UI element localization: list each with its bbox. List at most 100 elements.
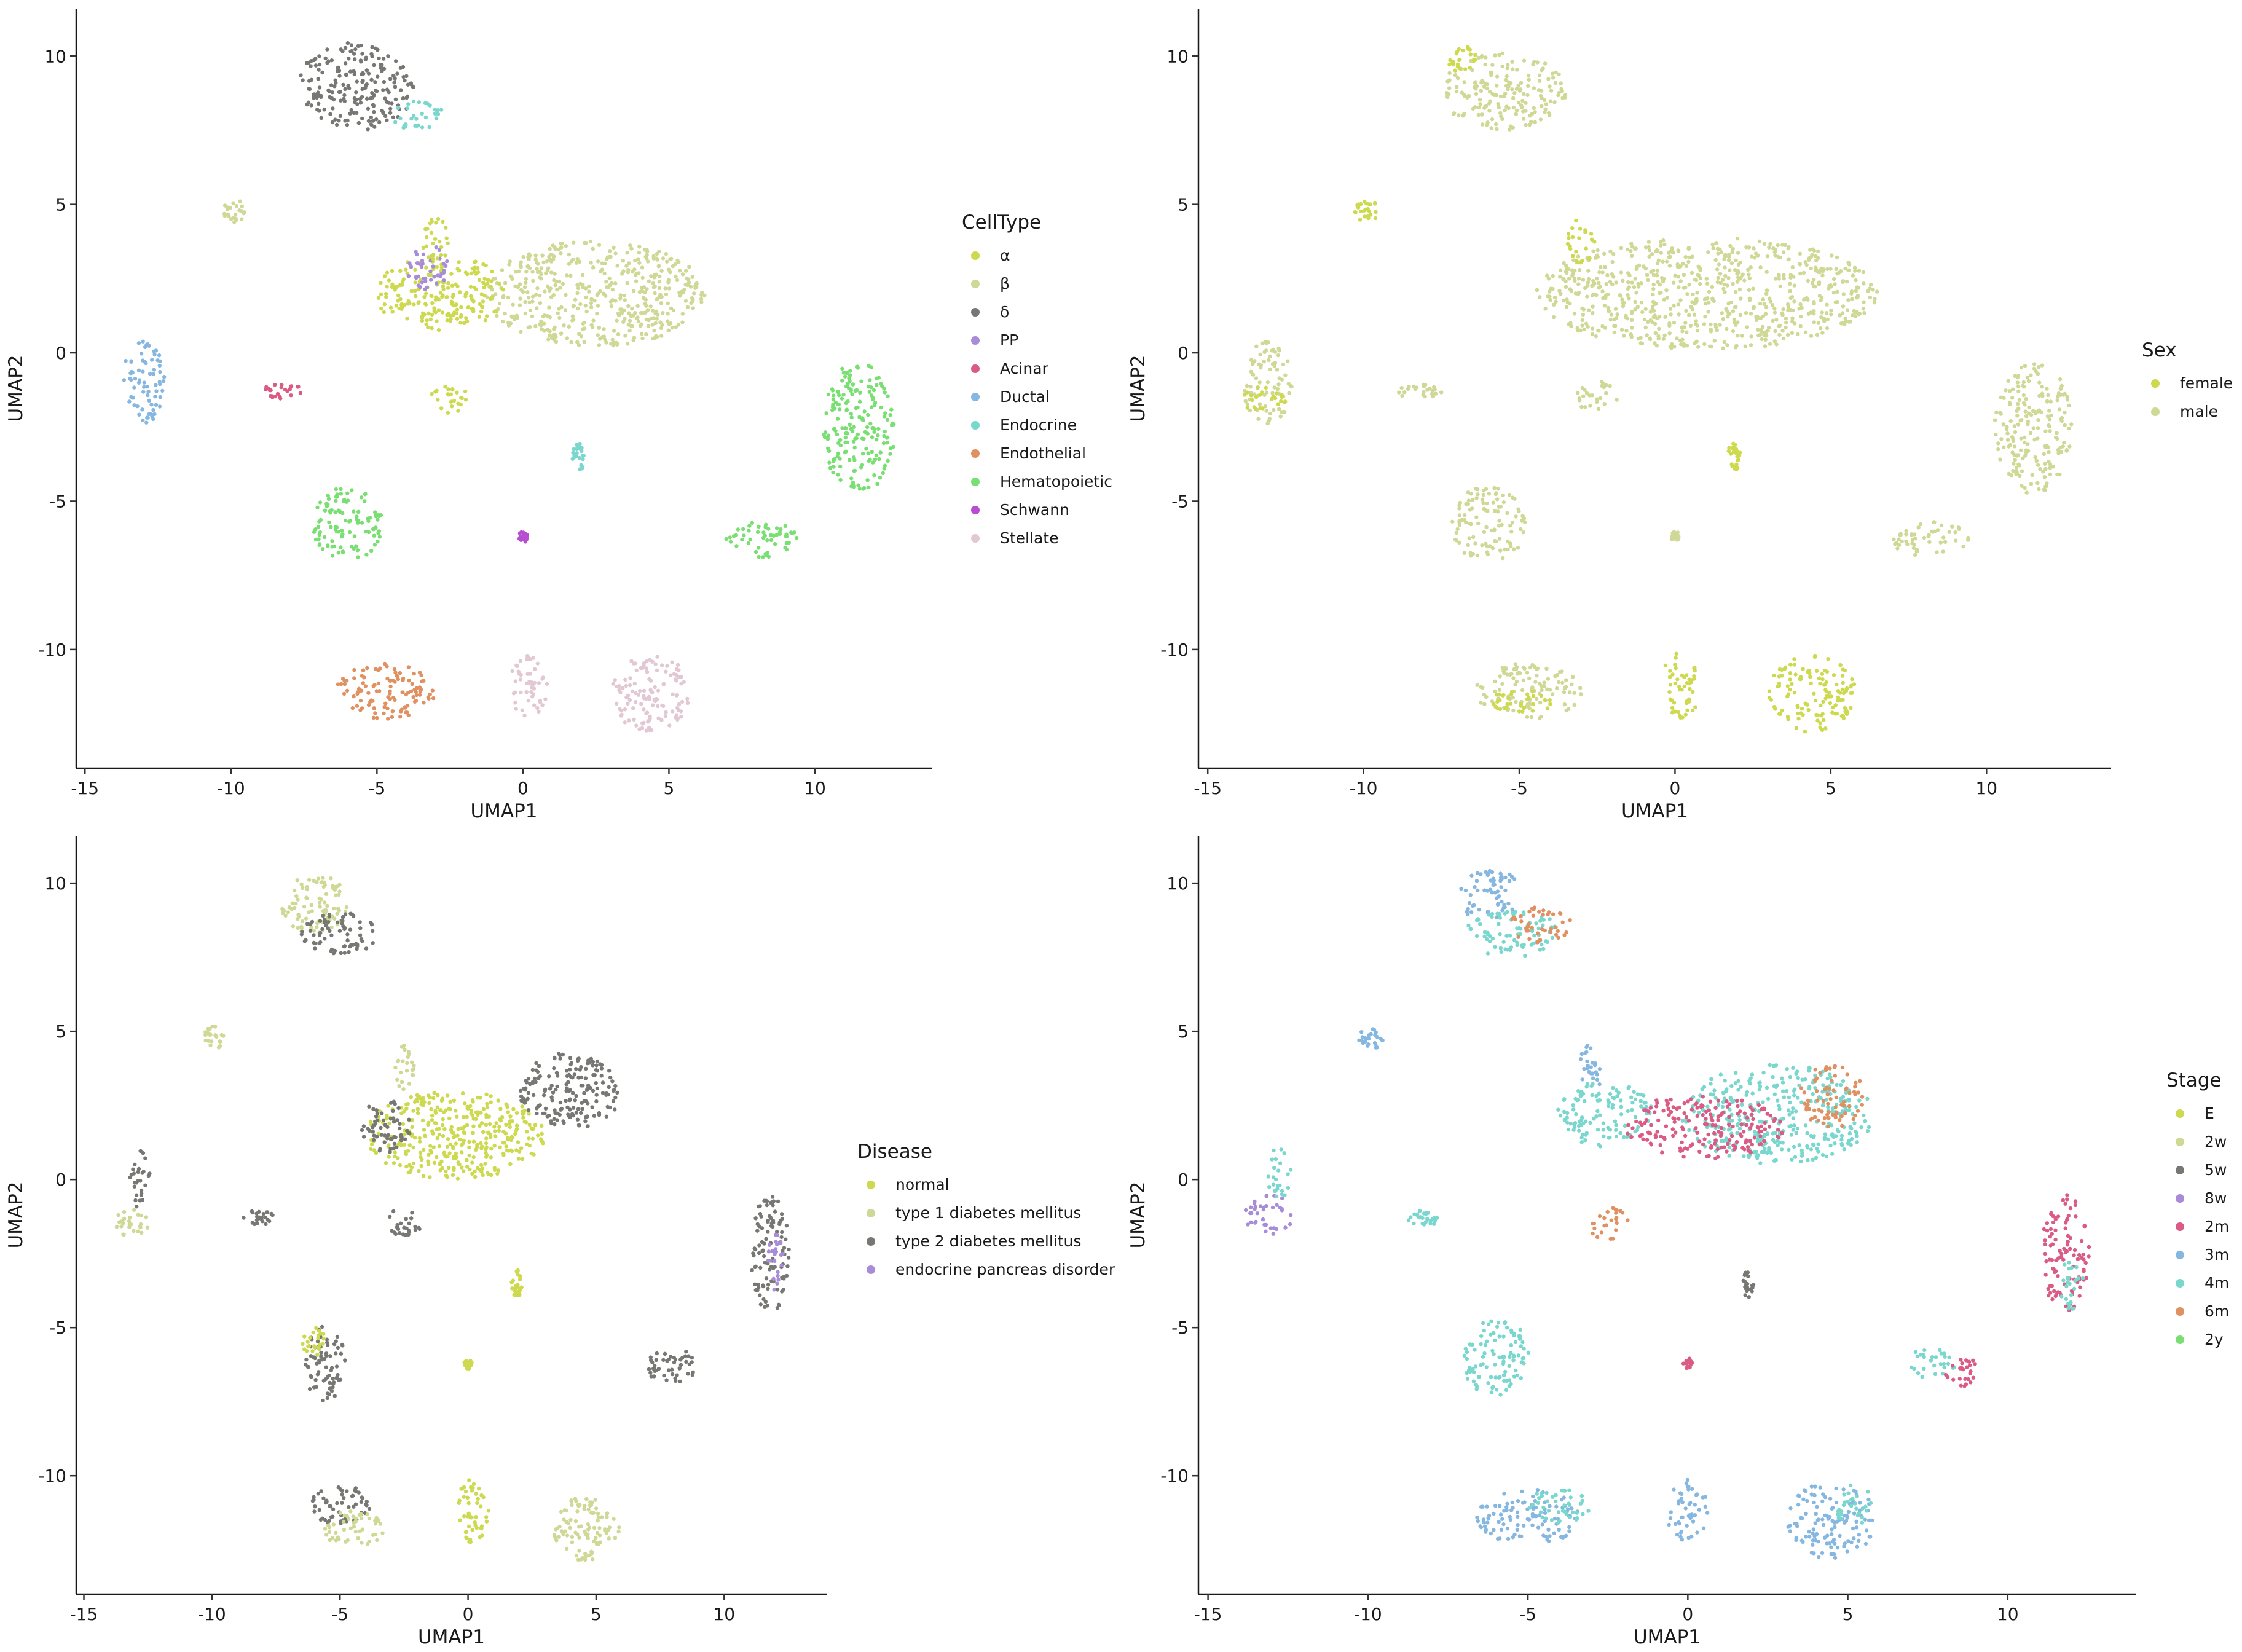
data-point — [1833, 712, 1838, 716]
data-point — [414, 294, 418, 299]
data-point — [525, 1096, 530, 1101]
data-point — [1691, 708, 1695, 713]
data-point — [631, 706, 635, 710]
data-point — [1530, 112, 1535, 116]
data-point — [1659, 290, 1663, 295]
data-point — [1735, 454, 1739, 459]
data-point — [1685, 330, 1689, 334]
data-point — [2048, 429, 2052, 433]
data-point — [1638, 341, 1643, 345]
data-point — [1676, 275, 1681, 279]
data-point — [1728, 312, 1732, 316]
data-point — [1585, 294, 1589, 299]
data-point — [367, 1104, 371, 1109]
data-point — [1803, 260, 1807, 264]
data-point — [1686, 246, 1691, 251]
data-point — [1743, 344, 1747, 348]
data-point — [505, 1148, 509, 1153]
data-point — [1707, 301, 1711, 305]
data-point — [520, 1157, 525, 1162]
data-point — [671, 692, 675, 697]
data-point — [1550, 692, 1555, 696]
data-point — [147, 398, 151, 403]
data-point — [1454, 538, 1458, 543]
data-point — [637, 727, 642, 731]
data-point — [1685, 681, 1689, 685]
data-point — [1715, 267, 1720, 272]
data-point — [1773, 329, 1777, 334]
data-point — [533, 253, 538, 258]
data-point — [1714, 241, 1719, 245]
data-point — [472, 285, 476, 290]
data-point — [1576, 328, 1581, 333]
data-point — [1485, 550, 1489, 554]
data-point — [560, 281, 565, 286]
data-point — [330, 554, 335, 558]
data-point — [1485, 86, 1490, 91]
data-point — [407, 261, 412, 266]
data-point — [337, 74, 342, 78]
data-point — [1926, 534, 1930, 538]
data-point — [1849, 691, 1853, 696]
data-point — [560, 242, 564, 246]
data-point — [1646, 278, 1650, 283]
data-point — [1264, 390, 1269, 395]
data-point — [592, 1114, 596, 1118]
data-point — [1843, 322, 1847, 327]
data-point — [471, 1124, 476, 1128]
data-point — [452, 303, 456, 308]
cell-cluster — [1992, 362, 2074, 495]
data-point — [1562, 690, 1567, 694]
data-point — [485, 1101, 489, 1106]
data-point — [419, 673, 423, 678]
data-point — [653, 699, 658, 704]
data-point — [555, 287, 559, 292]
data-point — [2019, 436, 2023, 441]
data-point — [1513, 682, 1517, 687]
data-point — [140, 407, 144, 412]
data-point — [768, 1267, 772, 1272]
data-point — [379, 281, 383, 285]
data-point — [608, 249, 612, 253]
data-point — [1564, 279, 1568, 284]
data-point — [1439, 390, 1444, 395]
data-point — [238, 199, 242, 203]
data-point — [827, 460, 832, 465]
data-point — [1564, 678, 1568, 682]
data-point — [531, 278, 535, 283]
data-point — [674, 713, 679, 717]
data-point — [2036, 418, 2040, 422]
data-point — [428, 269, 433, 273]
data-point — [1653, 302, 1657, 306]
data-point — [1557, 72, 1561, 77]
data-point — [1698, 281, 1702, 286]
data-point — [1740, 334, 1744, 338]
data-point — [1495, 74, 1500, 79]
data-point — [501, 288, 506, 292]
data-point — [336, 1372, 340, 1377]
data-point — [431, 1145, 436, 1149]
data-point — [576, 1058, 580, 1063]
data-point — [1840, 674, 1845, 678]
x-tick-label: -10 — [217, 778, 245, 798]
data-point — [1565, 267, 1569, 271]
data-point — [1543, 61, 1548, 66]
data-point — [461, 1115, 466, 1120]
data-point — [446, 387, 450, 391]
data-point — [1726, 258, 1731, 262]
data-point — [1514, 87, 1519, 91]
data-point — [444, 1108, 448, 1112]
data-point — [554, 335, 558, 339]
data-point — [1501, 693, 1505, 698]
data-point — [831, 403, 835, 407]
data-point — [352, 57, 357, 61]
data-point — [486, 278, 490, 282]
data-point — [828, 466, 833, 470]
data-point — [517, 531, 522, 535]
data-point — [313, 63, 318, 68]
data-point — [535, 661, 540, 666]
data-point — [325, 47, 329, 52]
data-point — [1583, 286, 1587, 290]
data-point — [753, 1216, 758, 1221]
data-point — [568, 1097, 572, 1101]
